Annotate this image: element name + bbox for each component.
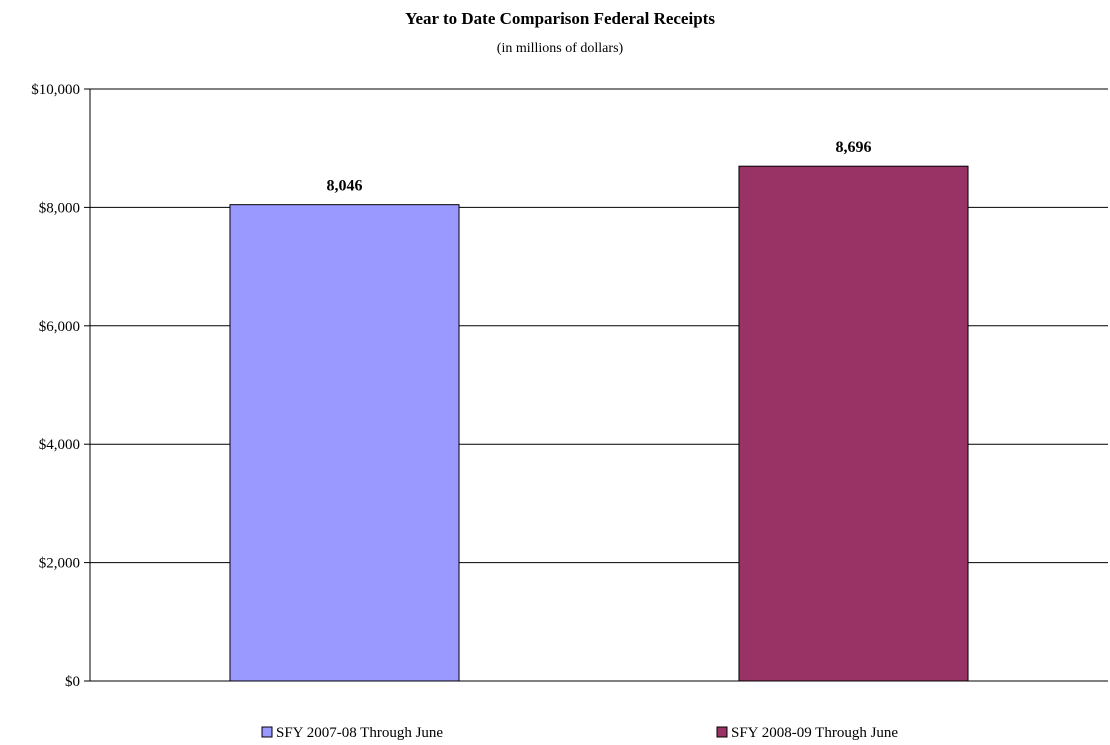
- data-label-2: 8,696: [836, 139, 872, 156]
- axes: [89, 89, 1108, 682]
- bar-1: [229, 204, 460, 682]
- y-tick-label: $8,000: [39, 200, 80, 216]
- y-tick-label: $4,000: [39, 437, 80, 453]
- y-tick-label: $6,000: [39, 319, 80, 335]
- y-tick-label: $10,000: [31, 82, 80, 98]
- legend-label-1: SFY 2007-08 Through June: [276, 725, 443, 741]
- bars: [229, 165, 969, 682]
- data-labels: 8,046 8,696: [327, 139, 872, 194]
- chart-subtitle: (in millions of dollars): [497, 41, 624, 56]
- chart-title: Year to Date Comparison Federal Receipts: [405, 9, 715, 28]
- y-axis-ticks: $0 $2,000 $4,000 $6,000 $8,000 $10,000: [31, 82, 90, 690]
- y-tick-label: $0: [65, 674, 80, 690]
- legend-swatch-1: [261, 726, 273, 738]
- legend-label-2: SFY 2008-09 Through June: [731, 725, 898, 741]
- legend: SFY 2007-08 Through June SFY 2008-09 Thro…: [261, 725, 898, 741]
- data-label-1: 8,046: [327, 178, 363, 195]
- legend-swatch-2: [716, 726, 728, 738]
- y-tick-label: $2,000: [39, 556, 80, 572]
- bar-2: [738, 165, 969, 682]
